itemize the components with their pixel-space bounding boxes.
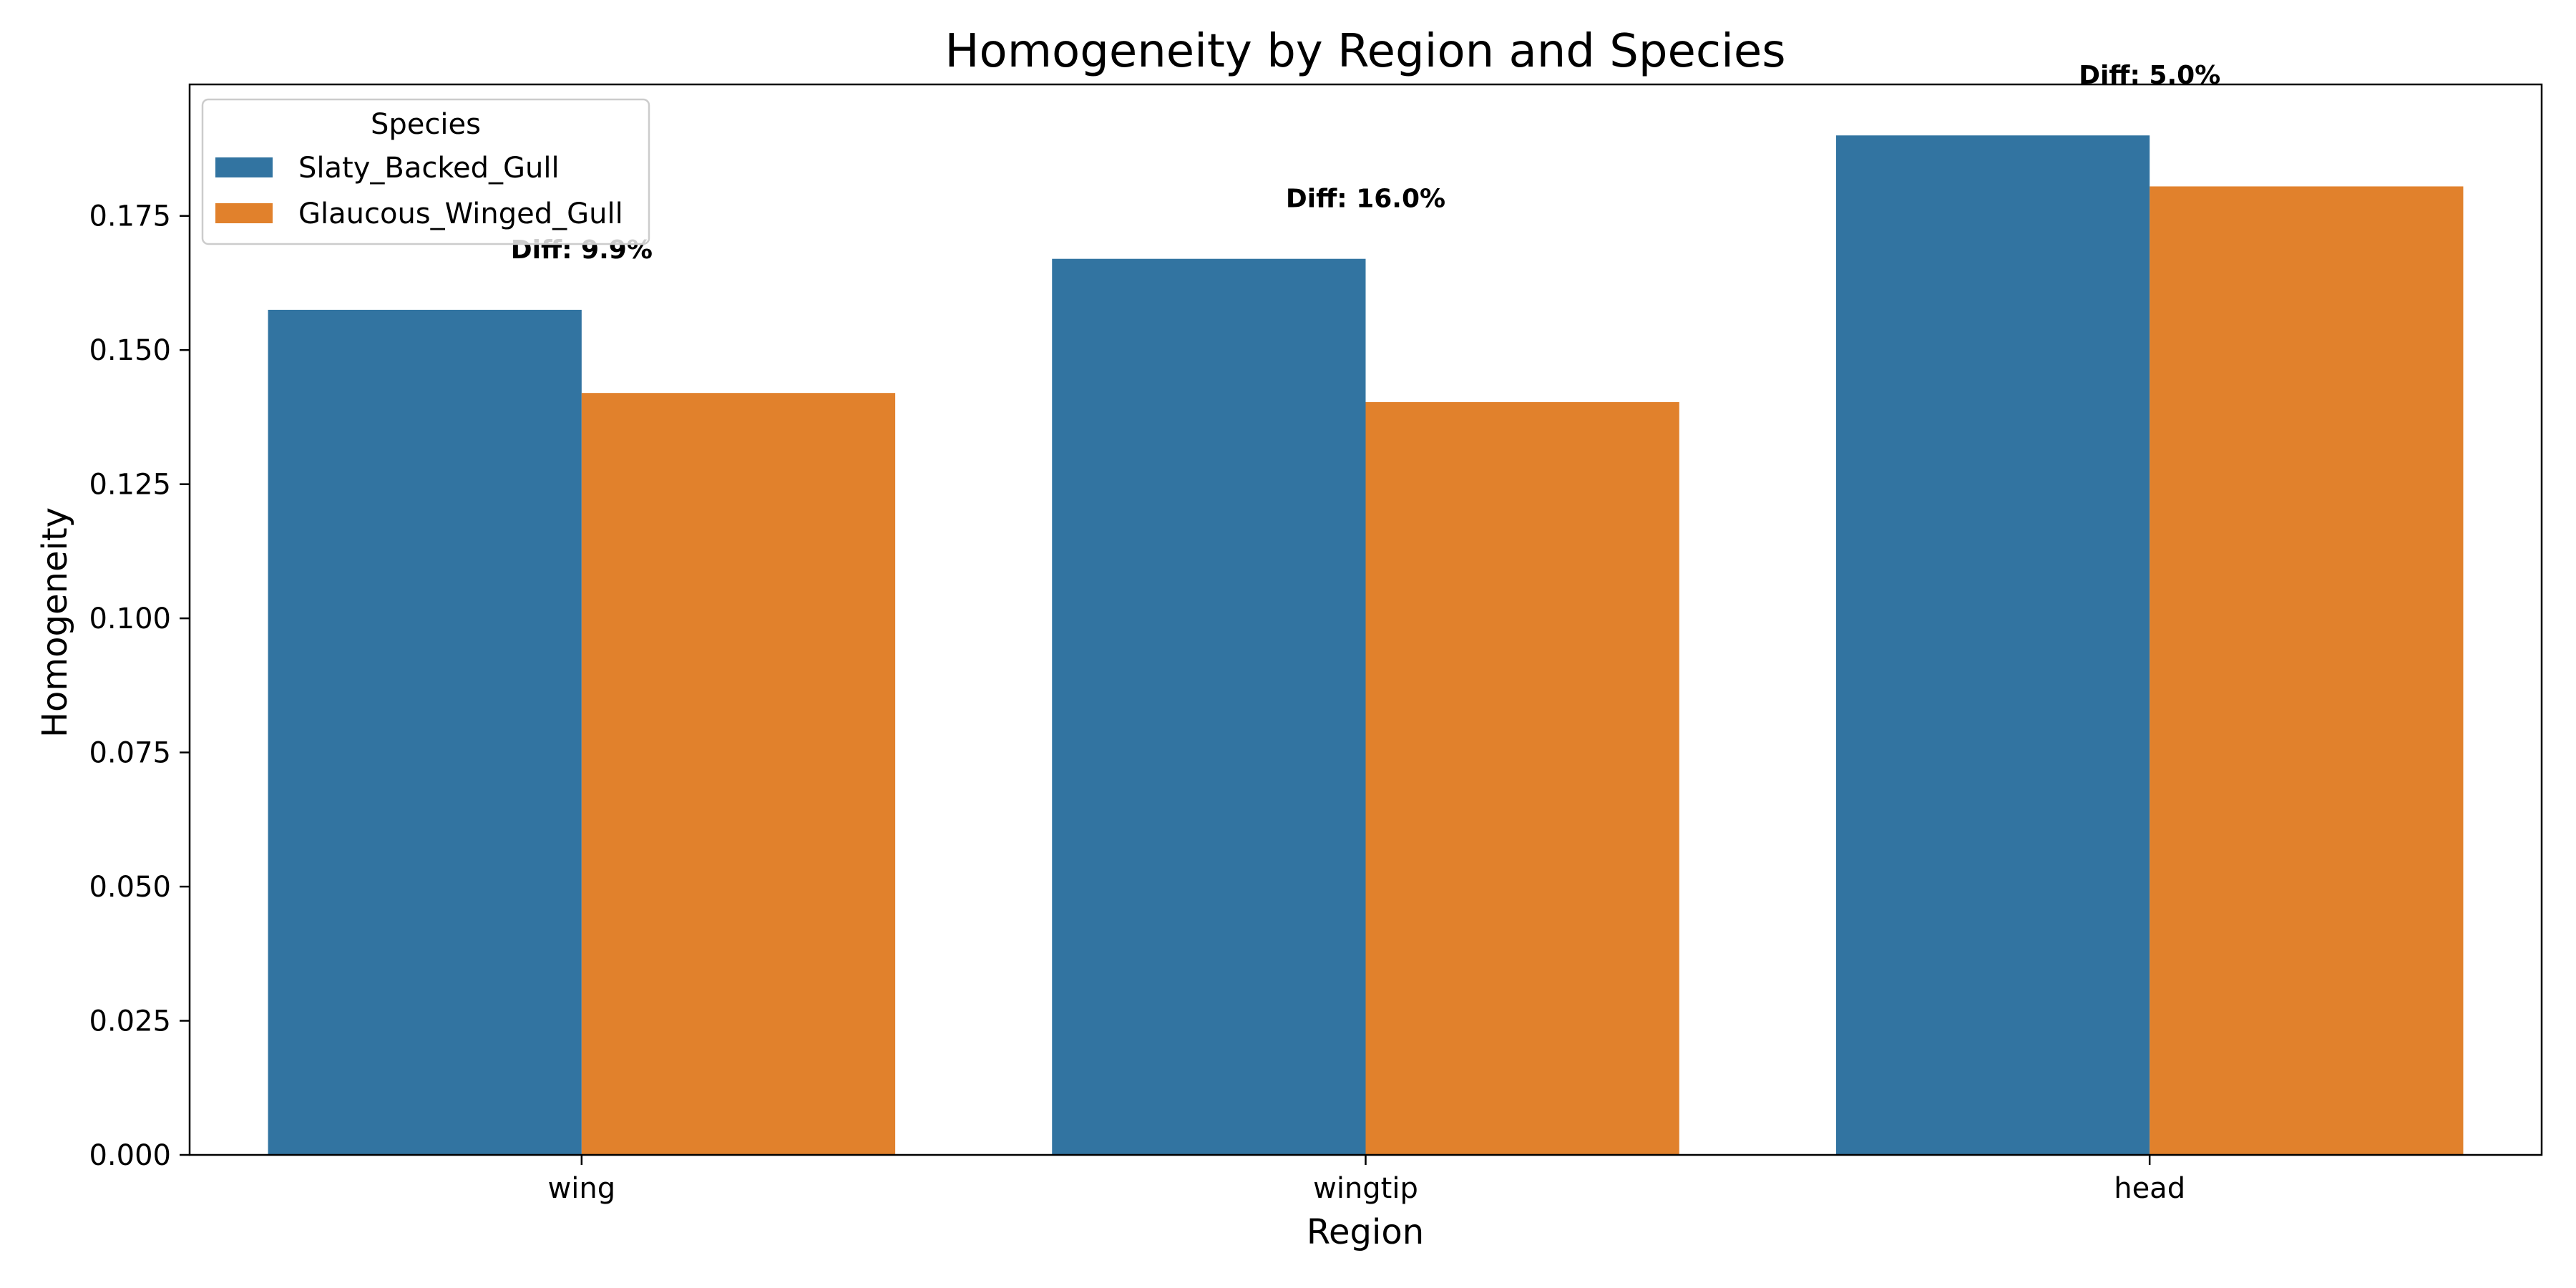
bar-slaty-backed-gull-head bbox=[1835, 135, 2150, 1156]
y-tick-label: 0.150 bbox=[89, 334, 171, 367]
diff-annotation-head: Diff: 5.0% bbox=[2079, 61, 2220, 90]
legend-swatch-slaty-backed-gull bbox=[215, 157, 273, 177]
x-axis-label: Region bbox=[1307, 1212, 1424, 1252]
x-tick-label-wingtip: wingtip bbox=[1313, 1172, 1418, 1205]
bar-slaty-backed-gull-wingtip bbox=[1052, 258, 1366, 1156]
plot-area: 0.000 0.025 0.050 0.075 0.100 0.125 0.150 0.175… bbox=[89, 61, 2543, 1205]
y-tick-label: 0.100 bbox=[89, 602, 171, 635]
y-tick-label: 0.000 bbox=[89, 1139, 171, 1172]
legend: Species Slaty_Backed_Gull Glaucous_Winged_… bbox=[201, 98, 650, 245]
bar-slaty-backed-gull-wing bbox=[268, 309, 582, 1155]
y-tick-label: 0.125 bbox=[89, 469, 171, 502]
y-axis-label: Homogeneity bbox=[35, 507, 75, 738]
bar-glaucous-winged-gull-wing bbox=[581, 393, 896, 1155]
bar-glaucous-winged-gull-wingtip bbox=[1365, 401, 1679, 1156]
y-tick-label: 0.025 bbox=[89, 1005, 171, 1038]
y-tick-label: 0.050 bbox=[89, 871, 171, 904]
diff-annotation-wingtip: Diff: 16.0% bbox=[1286, 185, 1445, 214]
legend-box bbox=[201, 98, 650, 245]
plot-frame bbox=[188, 83, 2543, 1156]
bar-glaucous-winged-gull-head bbox=[2150, 186, 2464, 1155]
legend-label-glaucous-winged-gull: Glaucous_Winged_Gull bbox=[298, 197, 623, 230]
x-tick-label-head: head bbox=[2114, 1172, 2185, 1205]
legend-swatch-glaucous-winged-gull bbox=[215, 203, 273, 223]
legend-title: Species bbox=[371, 108, 481, 141]
x-tick-label-wing: wing bbox=[548, 1172, 616, 1205]
y-tick-label: 0.175 bbox=[89, 200, 171, 233]
chart-title: Homogeneity by Region and Species bbox=[945, 25, 1785, 78]
y-tick-label: 0.075 bbox=[89, 737, 171, 770]
legend-label-slaty-backed-gull: Slaty_Backed_Gull bbox=[298, 152, 560, 185]
